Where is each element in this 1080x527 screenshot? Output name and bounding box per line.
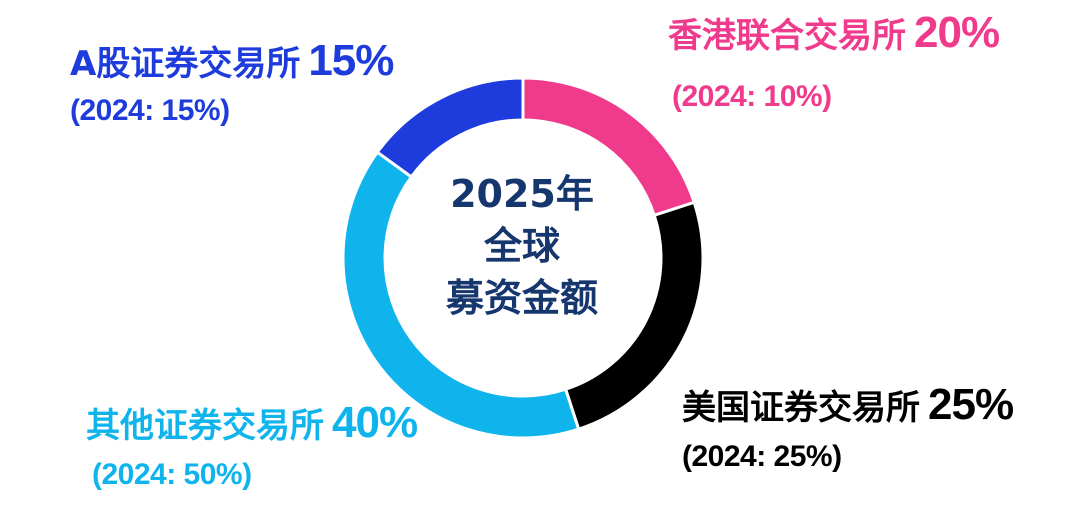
label-hkex-prior: (2024: 10%) <box>672 80 832 113</box>
label-us: 美国证券交易所 25% <box>682 380 1014 430</box>
label-other-prior: (2024: 50%) <box>92 458 252 491</box>
center-label-metric: 募资金额 <box>445 276 598 320</box>
label-us-prior: (2024: 25%) <box>682 440 842 473</box>
label-us-name: 美国证券交易所 <box>682 388 920 428</box>
donut-slice-ashare <box>375 76 525 179</box>
label-hkex: 香港联合交易所 20% <box>668 8 1000 58</box>
donut-slice-other <box>341 150 581 440</box>
label-other: 其他证券交易所 40% <box>86 398 418 448</box>
label-ashare-name: A股证券交易所 <box>70 44 301 84</box>
label-ashare-value: 15% <box>308 36 394 85</box>
label-hkex-name: 香港联合交易所 <box>668 16 906 56</box>
label-ashare-prior: (2024: 15%) <box>70 94 230 127</box>
label-hkex-value: 20% <box>914 8 1000 57</box>
label-ashare: A股证券交易所 15% <box>70 36 394 86</box>
center-label-scope: 全球 <box>483 224 560 268</box>
center-label-year: 2025年 <box>450 172 594 216</box>
label-us-value: 25% <box>928 380 1014 429</box>
center-label: 2025年 全球 募资金额 <box>420 168 624 324</box>
label-other-name: 其他证券交易所 <box>86 406 324 446</box>
label-other-value: 40% <box>332 398 418 447</box>
